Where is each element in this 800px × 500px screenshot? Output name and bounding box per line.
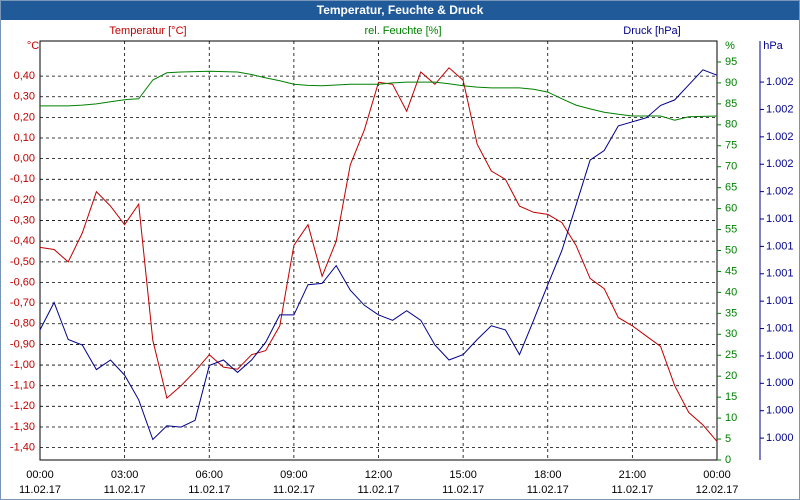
series-line <box>40 70 718 121</box>
x-tick-label: 15:00 <box>449 469 477 481</box>
y2-tick-label: 30 <box>725 328 737 340</box>
y3-tick-label: 1.001 <box>766 322 794 334</box>
y3-tick-label: 1.001 <box>766 213 794 225</box>
y2-tick-label: 60 <box>725 203 737 215</box>
x-tick-label: 03:00 <box>111 469 139 481</box>
y3-tick-label: 1.000 <box>766 432 794 444</box>
x-tick-label: 00:00 <box>26 469 54 481</box>
x-tick-label: 06:00 <box>195 469 223 481</box>
y-tick-label: 0,00 <box>14 153 35 165</box>
y-tick-label: 0,40 <box>14 70 35 82</box>
x-tick-date: 11.02.17 <box>19 484 61 496</box>
y2-unit: % <box>725 40 735 52</box>
y2-tick-label: 20 <box>725 370 737 382</box>
x-tick-date: 12.02.17 <box>696 484 739 496</box>
y2-tick-label: 35 <box>725 307 737 319</box>
y2-tick-label: 80 <box>725 119 737 131</box>
y2-tick-label: 15 <box>725 391 737 403</box>
y3-tick-label: 1.000 <box>766 405 794 417</box>
y2-tick-label: 50 <box>725 244 737 256</box>
y2-tick-label: 55 <box>725 223 737 235</box>
title-bar <box>1 1 799 20</box>
y-tick-label: -0,30 <box>10 214 35 226</box>
y2-tick-label: 85 <box>725 98 737 110</box>
y-tick-label: -1,40 <box>10 442 35 454</box>
x-tick-label: 09:00 <box>280 469 308 481</box>
x-tick-label: 18:00 <box>534 469 562 481</box>
y-tick-label: -0,10 <box>10 173 35 185</box>
y3-unit: hPa <box>763 40 783 52</box>
series-line <box>39 69 718 441</box>
x-tick-label: 00:00 <box>703 469 731 481</box>
y-tick-label: -1,20 <box>10 400 35 412</box>
legend-entry: Temperatur [°C] <box>109 25 186 37</box>
y2-tick-label: 0 <box>725 454 731 466</box>
y3-tick-label: 1.001 <box>766 240 794 252</box>
y-tick-label: -1,30 <box>10 421 35 433</box>
x-tick-date: 11.02.17 <box>611 484 653 496</box>
y3-tick-label: 1.001 <box>766 295 794 307</box>
y2-tick-label: 95 <box>725 56 737 68</box>
y-unit: °C <box>27 40 39 52</box>
y-tick-label: -0,60 <box>10 276 35 288</box>
y-tick-label: 0,10 <box>14 132 35 144</box>
y3-tick-label: 1.002 <box>766 103 794 115</box>
legend-entry: Druck [hPa] <box>623 25 680 37</box>
y-tick-label: 0,30 <box>14 91 35 103</box>
y-tick-label: -0,80 <box>10 318 35 330</box>
y3-tick-label: 1.002 <box>766 186 794 198</box>
y3-tick-label: 1.002 <box>766 158 794 170</box>
y-tick-label: -0,50 <box>10 256 35 268</box>
y2-tick-label: 65 <box>725 182 737 194</box>
y2-tick-label: 75 <box>725 140 737 152</box>
y2-tick-label: 10 <box>725 412 737 424</box>
y-tick-label: 0,20 <box>14 111 35 123</box>
x-tick-date: 11.02.17 <box>357 484 399 496</box>
chart-title: Temperatur, Feuchte & Druck <box>317 3 484 17</box>
y3-tick-label: 1.002 <box>766 131 794 143</box>
y-tick-label: -1,00 <box>10 359 35 371</box>
y3-tick-label: 1.000 <box>766 377 794 389</box>
x-tick-date: 11.02.17 <box>527 484 569 496</box>
x-tick-date: 11.02.17 <box>104 484 146 496</box>
x-tick-label: 12:00 <box>365 469 393 481</box>
y-tick-label: -0,40 <box>10 235 35 247</box>
x-tick-label: 21:00 <box>619 469 647 481</box>
legend-entry: rel. Feuchte [%] <box>364 25 441 37</box>
x-tick-date: 11.02.17 <box>273 484 315 496</box>
x-tick-date: 11.02.17 <box>442 484 484 496</box>
y-tick-label: -0,20 <box>10 194 35 206</box>
y2-tick-label: 90 <box>725 77 737 89</box>
y2-tick-label: 45 <box>725 265 737 277</box>
y2-tick-label: 70 <box>725 161 737 173</box>
y2-tick-label: 25 <box>725 349 737 361</box>
y3-tick-label: 1.000 <box>766 350 794 362</box>
y2-tick-label: 40 <box>725 286 737 298</box>
y3-tick-label: 1.002 <box>766 76 794 88</box>
series-line <box>39 67 718 442</box>
y2-tick-label: 5 <box>725 433 731 445</box>
y-tick-label: -1,10 <box>10 380 35 392</box>
y3-tick-label: 1.001 <box>766 268 794 280</box>
y-tick-label: -0,90 <box>10 338 35 350</box>
y-tick-label: -0,70 <box>10 297 35 309</box>
x-tick-date: 11.02.17 <box>188 484 230 496</box>
